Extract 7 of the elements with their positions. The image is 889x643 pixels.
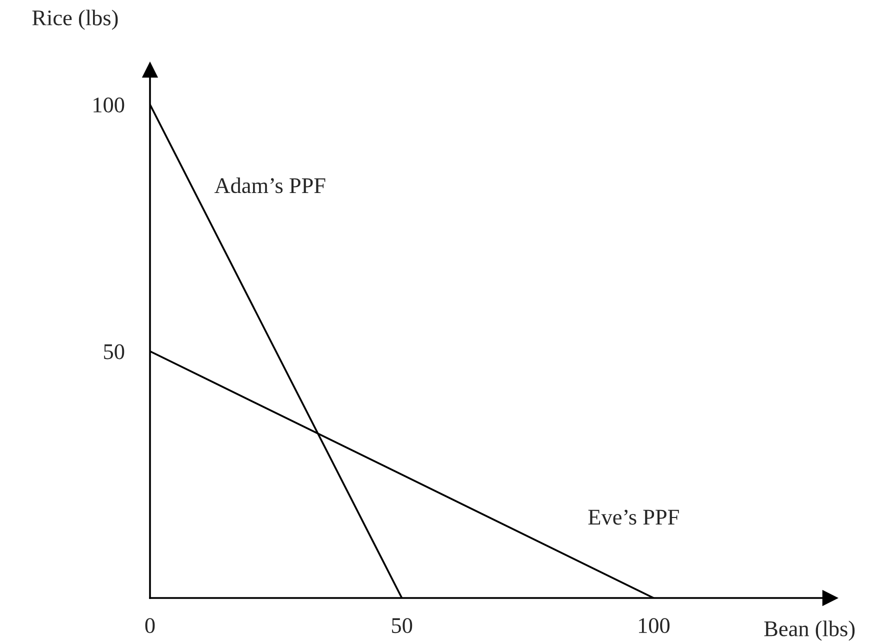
series-label: Eve’s PPF	[588, 510, 679, 525]
x-tick-label: 100	[638, 618, 670, 634]
x-tick-label: 0	[145, 618, 155, 634]
series-label: Adam’s PPF	[214, 178, 326, 194]
y-axis-title: Rice (lbs)	[32, 10, 118, 30]
x-tick-label: 50	[392, 618, 412, 634]
x-axis-title: Bean (lbs)	[764, 620, 855, 641]
